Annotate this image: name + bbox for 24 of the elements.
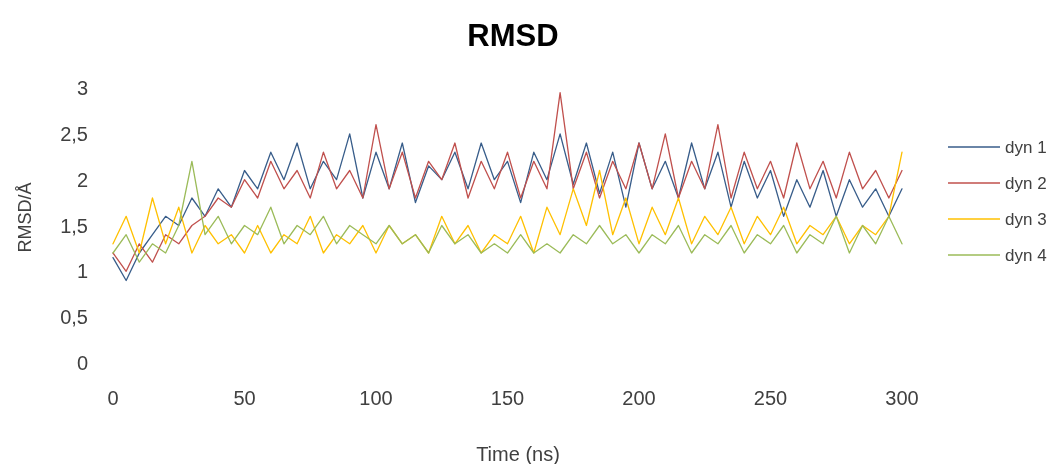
- chart-title: RMSD: [467, 18, 559, 53]
- legend-label: dyn 2: [1005, 174, 1047, 193]
- x-tick-label: 0: [107, 387, 119, 409]
- y-tick-label: 3: [76, 77, 88, 99]
- y-tick-label: 0: [76, 352, 88, 374]
- x-tick-label: 250: [753, 387, 788, 409]
- legend-label: dyn 1: [1005, 138, 1047, 157]
- x-tick-label: 50: [233, 387, 256, 409]
- legend-label: dyn 3: [1005, 210, 1047, 229]
- line-series: [112, 160, 903, 263]
- y-tick-label: 0,5: [60, 306, 88, 329]
- y-axis-title: RMSD/Å: [15, 182, 35, 253]
- y-tick-label: 2,5: [60, 122, 88, 145]
- line-series: [112, 91, 903, 272]
- y-tick-label: 1: [76, 260, 88, 283]
- line-series: [112, 151, 903, 254]
- y-tick-label: 2: [76, 168, 88, 191]
- y-tick-label: 1,5: [60, 214, 88, 237]
- x-tick-label: 100: [359, 387, 393, 409]
- legend-label: dyn 4: [1005, 246, 1047, 265]
- line-series: [112, 133, 903, 282]
- x-tick-label: 150: [490, 387, 525, 409]
- x-tick-label: 200: [622, 387, 656, 409]
- x-tick-label: 300: [885, 387, 919, 409]
